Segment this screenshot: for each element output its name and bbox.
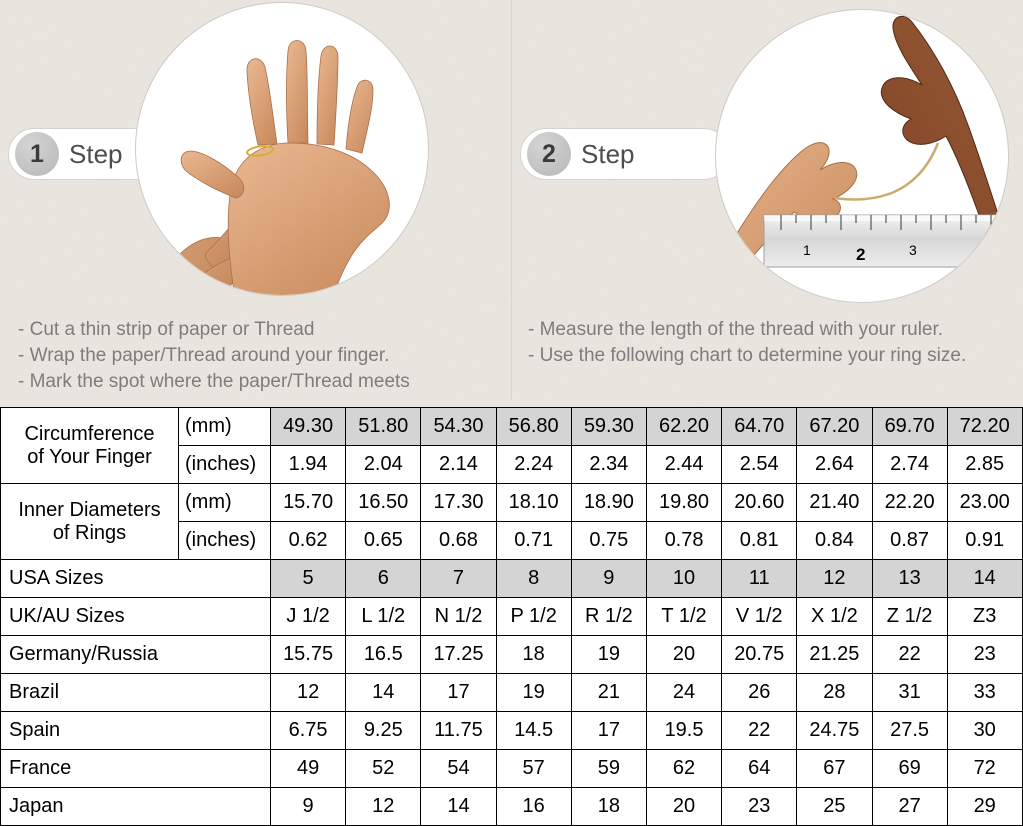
svg-text:1: 1 (803, 242, 811, 258)
svg-text:2: 2 (856, 245, 865, 264)
svg-text:3: 3 (909, 242, 917, 258)
